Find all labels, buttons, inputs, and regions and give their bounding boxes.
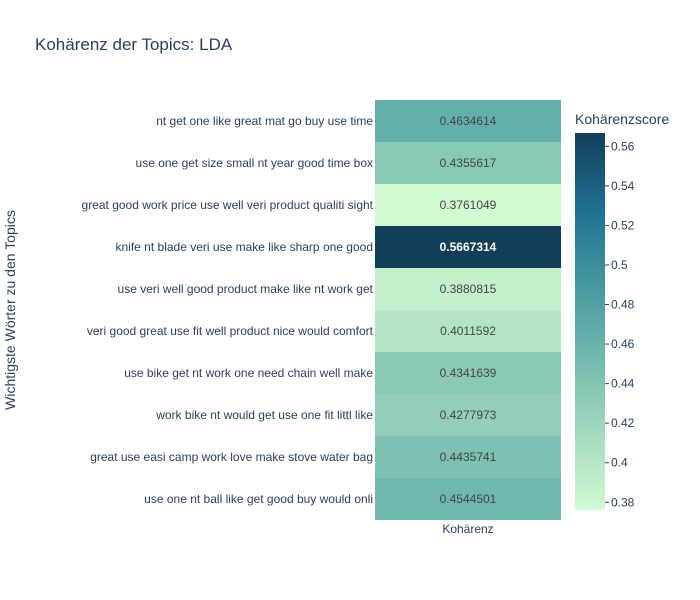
heatmap-cell <box>375 226 561 268</box>
colorbar-title: Kohärenzscore <box>575 111 669 127</box>
cell-value-label: 0.4341639 <box>440 366 497 380</box>
cell-value-label: 0.4544501 <box>440 492 497 506</box>
cell-value-label: 0.4435741 <box>440 450 497 464</box>
y-tick-label: nt get one like great mat go buy use tim… <box>156 114 373 128</box>
colorbar-tick-label: 0.48 <box>611 298 635 312</box>
y-tick-label: great use easi camp work love make stove… <box>90 450 373 464</box>
x-tick-label: Kohärenz <box>442 522 493 536</box>
heatmap-cell <box>375 184 561 226</box>
heatmap-cell <box>375 352 561 394</box>
heatmap-cell <box>375 394 561 436</box>
colorbar-tick-label: 0.38 <box>611 495 635 509</box>
cell-value-label: 0.4634614 <box>440 114 497 128</box>
y-tick-label: use bike get nt work one need chain well… <box>124 366 373 380</box>
cell-value-label: 0.4277973 <box>440 408 497 422</box>
colorbar-tick-label: 0.4 <box>611 456 628 470</box>
heatmap-cell <box>375 478 561 520</box>
heatmap-cell <box>375 142 561 184</box>
heatmap-cell <box>375 436 561 478</box>
colorbar-tick-label: 0.5 <box>611 258 628 272</box>
y-tick-label: veri good great use fit well product nic… <box>87 324 374 338</box>
colorbar-tick-label: 0.42 <box>611 416 635 430</box>
y-axis-title: Wichtigste Wörter zu den Topics <box>2 210 18 410</box>
colorbar-tick-label: 0.46 <box>611 337 635 351</box>
colorbar-tick-label: 0.56 <box>611 139 635 153</box>
colorbar-tick-label: 0.52 <box>611 218 635 232</box>
heatmap-cells: 0.4634614 0.4355617 0.3761049 0.5667314 0.38… <box>375 100 561 520</box>
y-tick-label: knife nt blade veri use make like sharp … <box>116 240 374 254</box>
cell-value-label: 0.4011592 <box>440 324 496 338</box>
y-tick-label: great good work price use well veri prod… <box>82 198 374 212</box>
colorbar-tick-label: 0.44 <box>611 377 635 391</box>
cell-value-label: 0.5667314 <box>440 240 497 254</box>
heatmap-cell <box>375 310 561 352</box>
x-tick-labels: Kohärenz <box>442 522 493 536</box>
cell-value-label: 0.3880815 <box>440 282 497 296</box>
y-tick-labels: nt get one like great mat go buy use tim… <box>82 114 374 506</box>
y-tick-label: use one get size small nt year good time… <box>136 156 373 170</box>
y-tick-label: work bike nt would get use one fit littl… <box>155 408 373 422</box>
colorbar-tick-label: 0.54 <box>611 179 635 193</box>
colorbar-ticks: 0.56 0.54 0.52 0.5 0.48 0.46 0.44 0.42 0.4 0.38 <box>605 139 635 509</box>
cell-value-label: 0.3761049 <box>440 198 497 212</box>
chart-title: Kohärenz der Topics: LDA <box>35 35 233 54</box>
heatmap-cell <box>375 100 561 142</box>
colorbar <box>575 133 605 510</box>
y-tick-label: use veri well good product make like nt … <box>118 282 374 296</box>
y-tick-label: use one nt ball like get good buy would … <box>144 492 373 506</box>
heatmap-cell <box>375 268 561 310</box>
cell-value-label: 0.4355617 <box>440 156 497 170</box>
